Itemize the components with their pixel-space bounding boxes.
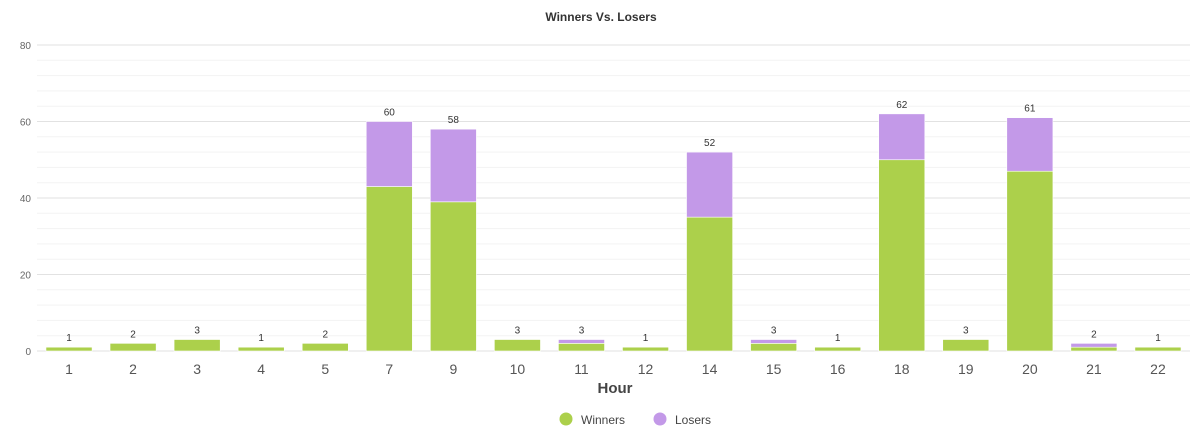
bars [45, 113, 1182, 352]
bar-winners-19 [942, 339, 990, 352]
bar-losers-21 [1070, 343, 1118, 348]
data-label-22: 1 [1155, 333, 1161, 344]
bar-winners-3 [173, 339, 221, 352]
data-label-1: 1 [66, 333, 72, 344]
x-tick-label: 20 [1022, 361, 1038, 377]
data-label-4: 1 [258, 333, 264, 344]
chart-title: Winners Vs. Losers [545, 10, 657, 24]
y-tick-label: 80 [20, 41, 32, 52]
x-tick-label: 22 [1150, 361, 1166, 377]
x-tick-label: 2 [129, 361, 137, 377]
x-tick-label: 3 [193, 361, 201, 377]
x-tick-label: 19 [958, 361, 974, 377]
bar-winners-10 [494, 339, 541, 352]
x-tick-label: 12 [638, 361, 654, 377]
data-label-15: 3 [771, 326, 777, 337]
legend: Winners Losers [559, 412, 712, 428]
x-tick-label: 4 [257, 361, 265, 377]
grid-lines [37, 44, 1190, 352]
y-tick-label: 40 [20, 194, 32, 205]
bar-losers-7 [365, 121, 413, 187]
data-label-2: 2 [130, 329, 136, 340]
data-label-16: 1 [835, 333, 841, 344]
bar-winners-5 [301, 343, 349, 352]
bar-winners-14 [686, 216, 733, 352]
data-label-21: 2 [1091, 329, 1097, 340]
data-label-10: 3 [515, 326, 521, 337]
bar-winners-7 [365, 186, 413, 352]
data-label-12: 1 [643, 333, 649, 344]
bar-losers-9 [430, 128, 477, 203]
y-axis-ticks: 0 20 40 60 80 [20, 41, 32, 358]
bar-losers-15 [750, 339, 797, 344]
y-tick-label: 60 [20, 118, 32, 129]
x-tick-label: 21 [1086, 361, 1102, 377]
x-tick-label: 11 [574, 361, 589, 377]
legend-label-losers: Losers [675, 413, 711, 427]
bar-winners-11 [558, 343, 605, 352]
x-tick-label: 15 [766, 361, 782, 377]
bar-winners-1 [45, 346, 93, 352]
bar-winners-22 [1134, 346, 1182, 352]
x-axis-label: Hour [598, 380, 633, 397]
x-tick-label: 10 [510, 361, 526, 377]
data-label-9: 58 [448, 115, 460, 126]
bar-winners-4 [237, 346, 285, 352]
data-label-20: 61 [1024, 104, 1036, 115]
bar-winners-9 [430, 201, 477, 352]
x-tick-label: 18 [894, 361, 910, 377]
x-tick-label: 7 [385, 361, 393, 377]
bar-losers-14 [686, 151, 733, 218]
data-label-14: 52 [704, 138, 716, 149]
y-tick-label: 20 [20, 271, 32, 282]
data-label-19: 3 [963, 326, 969, 337]
x-tick-label: 5 [321, 361, 329, 377]
legend-marker-winners [559, 412, 573, 426]
bar-winners-16 [814, 346, 862, 352]
bar-winners-18 [878, 159, 926, 352]
x-tick-label: 1 [65, 361, 73, 377]
data-labels: 1 2 3 1 2 60 58 3 3 1 52 3 1 62 3 61 2 1 [66, 100, 1161, 344]
x-tick-label: 16 [830, 361, 846, 377]
bar-losers-18 [878, 113, 926, 161]
data-label-18: 62 [896, 100, 908, 111]
data-label-3: 3 [194, 326, 200, 337]
legend-marker-losers [653, 412, 667, 426]
legend-label-winners: Winners [581, 413, 625, 427]
data-label-7: 60 [384, 108, 396, 119]
bar-winners-2 [109, 343, 157, 352]
data-label-11: 3 [579, 326, 585, 337]
y-tick-label: 0 [25, 347, 31, 358]
x-tick-label: 14 [702, 361, 718, 377]
bar-winners-20 [1006, 170, 1054, 352]
legend-item-losers[interactable]: Losers [653, 412, 712, 428]
data-label-5: 2 [322, 329, 328, 340]
bar-winners-12 [622, 346, 669, 352]
legend-item-winners[interactable]: Winners [559, 412, 626, 428]
bar-winners-15 [750, 343, 797, 352]
bar-winners-21 [1070, 346, 1118, 352]
x-axis-ticks: 1 2 3 4 5 7 9 10 11 12 14 15 16 18 19 20 21 22 [65, 361, 1166, 377]
x-tick-label: 9 [449, 361, 457, 377]
bar-losers-11 [558, 339, 605, 344]
bar-losers-20 [1006, 117, 1054, 172]
